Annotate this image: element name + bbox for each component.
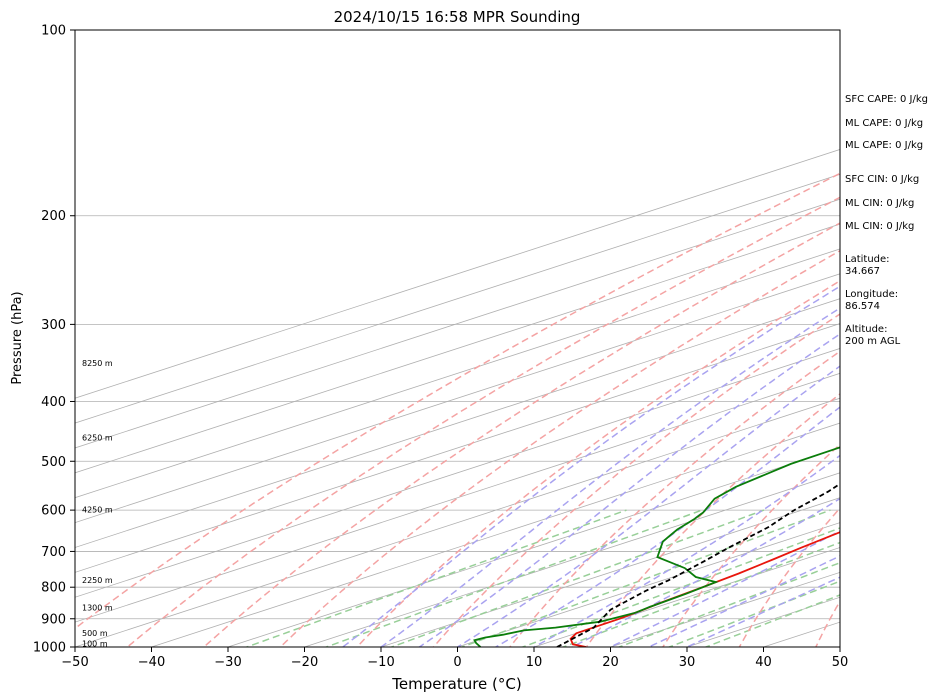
height-label: 100 m	[82, 639, 108, 648]
moist-adiabat-line	[494, 406, 840, 647]
x-tick-label: −30	[214, 655, 241, 670]
temperature-series-line	[569, 531, 840, 647]
isotherm-line	[75, 397, 840, 647]
dry-adiabat-line	[202, 222, 840, 647]
isotherm-line	[75, 248, 840, 499]
isotherm-line	[75, 372, 840, 623]
latitude-value: 34.667	[845, 266, 880, 277]
height-label: 8250 m	[82, 359, 113, 368]
info-panel: SFC CAPE: 0 J/kg ML CAPE: 0 J/kg ML CAPE…	[845, 94, 928, 347]
parcel-series-line	[556, 482, 840, 647]
height-label: 1300 m	[82, 604, 113, 613]
moist-adiabat-line	[417, 333, 840, 647]
x-axis-ticks: −50 −40 −30 −20 −10 0 10 20 30 40 50	[61, 647, 848, 670]
y-tick-label: 700	[41, 545, 66, 560]
dry-adiabats	[75, 172, 840, 647]
sfc-cin-text: SFC CIN: 0 J/kg	[845, 174, 919, 185]
isotherm-line	[75, 149, 840, 399]
moist-adiabat-line	[608, 529, 840, 647]
altitude-label: Altitude:	[845, 324, 887, 335]
ml-cape-text: ML CAPE: 0 J/kg	[845, 118, 923, 129]
y-tick-label: 800	[41, 581, 66, 596]
x-tick-label: −20	[291, 655, 318, 670]
altitude-value: 200 m AGL	[845, 336, 901, 347]
dry-adiabat-line	[126, 196, 840, 647]
ml-cin-text: ML CIN: 0 J/kg	[845, 198, 914, 209]
isotherm-line	[75, 223, 840, 474]
moist-adiabat-line	[379, 307, 840, 647]
x-tick-label: −10	[367, 655, 394, 670]
moist-adiabats	[341, 285, 840, 647]
moist-adiabat-line	[456, 365, 840, 647]
mixing-ratio-line	[389, 509, 765, 647]
isotherm-line	[456, 522, 840, 647]
sounding-series	[473, 446, 840, 647]
skewed-isotherms	[75, 149, 840, 647]
dry-adiabat-line	[738, 507, 840, 647]
y-tick-label: 600	[41, 504, 66, 519]
latitude-label: Latitude:	[845, 254, 890, 265]
y-tick-label: 100	[41, 24, 66, 39]
dry-adiabat-line	[432, 313, 840, 647]
y-axis-label: Pressure (hPa)	[10, 291, 25, 384]
dry-adiabat-line	[508, 350, 840, 647]
plot-background	[75, 30, 840, 647]
moist-adiabat-line	[341, 285, 840, 647]
moist-adiabat-line	[532, 454, 840, 647]
height-label: 2250 m	[82, 576, 113, 585]
dry-adiabat-line	[75, 172, 840, 630]
moist-adiabat-line	[646, 555, 840, 647]
isotherm-line	[150, 422, 840, 647]
height-label: 500 m	[82, 629, 108, 638]
y-tick-label: 200	[41, 209, 66, 224]
mixing-ratio-line	[703, 594, 840, 647]
mixing-ratio-line	[324, 509, 703, 647]
isotherm-line	[75, 323, 840, 573]
ml-cin-text-2: ML CIN: 0 J/kg	[845, 221, 914, 232]
mixing-ratio-lines	[244, 509, 840, 647]
y-tick-label: 500	[41, 455, 66, 470]
dry-adiabat-line	[355, 279, 840, 647]
isotherm-line	[75, 298, 840, 548]
x-tick-label: 20	[602, 655, 619, 670]
x-tick-label: 40	[755, 655, 772, 670]
mixing-ratio-line	[244, 509, 627, 647]
y-tick-label: 900	[41, 612, 66, 627]
y-axis-ticks: 100 200 300 400 500 600 700 800 900 1000	[33, 24, 75, 656]
isotherm-line	[226, 447, 840, 647]
dry-adiabat-line	[815, 599, 840, 647]
isotherm-line	[75, 348, 840, 598]
x-tick-label: 0	[453, 655, 461, 670]
sfc-cape-text: SFC CAPE: 0 J/kg	[845, 94, 928, 105]
y-tick-label: 300	[41, 318, 66, 333]
isotherm-line	[532, 547, 840, 647]
ml-cape-text-2: ML CAPE: 0 J/kg	[845, 140, 923, 151]
x-tick-label: −50	[61, 655, 88, 670]
mixing-ratio-line	[617, 561, 840, 647]
x-tick-label: 10	[526, 655, 543, 670]
chart-title: 2024/10/15 16:58 MPR Sounding	[334, 8, 581, 26]
isotherm-line	[379, 497, 840, 647]
isotherm-line	[75, 173, 840, 424]
x-tick-label: 50	[832, 655, 849, 670]
height-label: 6250 m	[82, 433, 113, 442]
mixing-ratio-line	[667, 580, 840, 647]
mixing-ratio-line	[460, 509, 831, 647]
longitude-value: 86.574	[845, 301, 880, 312]
x-tick-label: 30	[679, 655, 696, 670]
dewpoint-series-line	[473, 446, 840, 647]
y-tick-label: 1000	[33, 641, 66, 656]
isotherm-line	[75, 273, 840, 524]
longitude-label: Longitude:	[845, 289, 898, 300]
isotherm-line	[75, 198, 840, 449]
x-tick-label: −40	[138, 655, 165, 670]
y-tick-label: 400	[41, 395, 66, 410]
mixing-ratio-line	[520, 527, 840, 647]
height-label: 4250 m	[82, 506, 113, 515]
x-axis-label: Temperature (°C)	[391, 675, 521, 693]
